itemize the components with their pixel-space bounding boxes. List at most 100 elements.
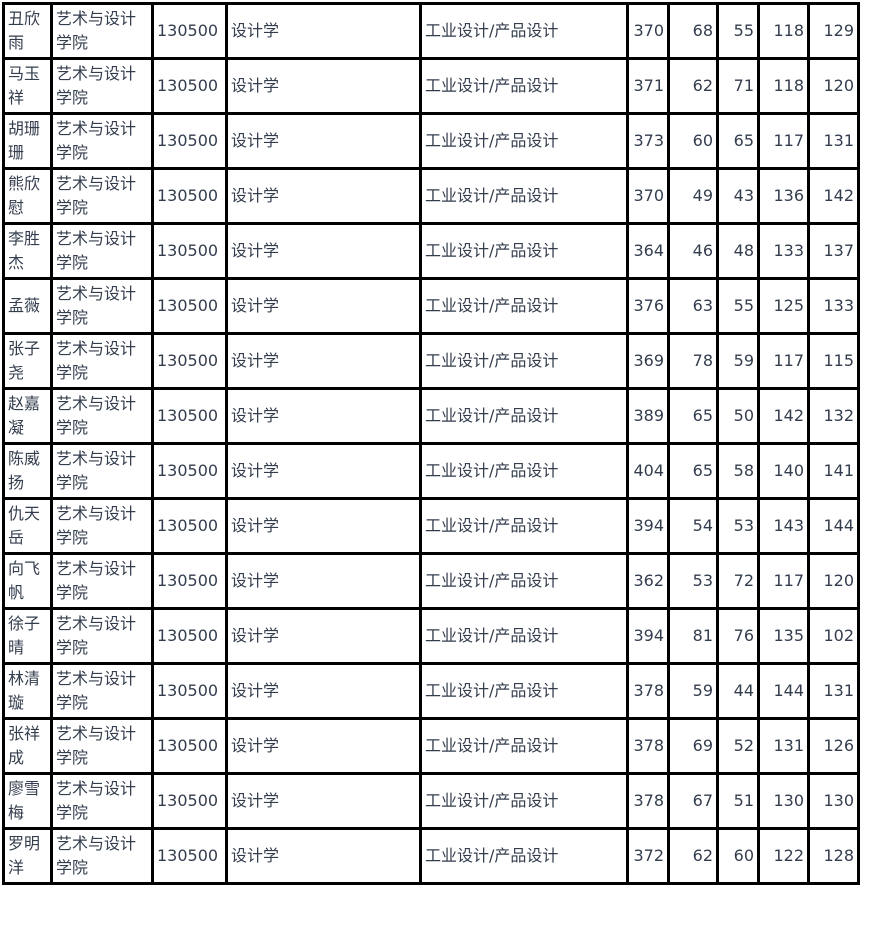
table-row: 罗明洋 艺术与设计学院 130500 设计学 工业设计/产品设计 372 62 60 122 12… [2, 827, 860, 885]
major-name-cell: 设计学 [225, 222, 422, 280]
total-score-cell: 394 [626, 607, 670, 665]
foreign-language-score-cell: 55 [716, 277, 760, 335]
total-score-cell: 369 [626, 332, 670, 390]
subject1-score-cell: 118 [757, 57, 810, 115]
foreign-language-score-cell: 71 [716, 57, 760, 115]
subject1-score-cell: 133 [757, 222, 810, 280]
research-direction-cell: 工业设计/产品设计 [419, 57, 629, 115]
major-name-cell: 设计学 [225, 552, 422, 610]
subject2-score-cell: 102 [807, 607, 860, 665]
politics-score-cell: 63 [667, 277, 719, 335]
research-direction-cell: 工业设计/产品设计 [419, 827, 629, 885]
major-code-cell: 130500 [151, 112, 228, 170]
research-direction-cell: 工业设计/产品设计 [419, 387, 629, 445]
subject1-score-cell: 143 [757, 497, 810, 555]
total-score-cell: 371 [626, 57, 670, 115]
major-name-cell: 设计学 [225, 442, 422, 500]
college-cell: 艺术与设计学院 [50, 112, 154, 170]
foreign-language-score-cell: 76 [716, 607, 760, 665]
table-row: 孟薇 艺术与设计学院 130500 设计学 工业设计/产品设计 376 63 55 125 133 [2, 277, 860, 335]
major-name-cell: 设计学 [225, 2, 422, 60]
total-score-cell: 370 [626, 167, 670, 225]
table-row: 林清璇 艺术与设计学院 130500 设计学 工业设计/产品设计 378 59 44 144 13… [2, 662, 860, 720]
student-name-cell: 林清璇 [2, 662, 53, 720]
major-code-cell: 130500 [151, 222, 228, 280]
major-name-cell: 设计学 [225, 717, 422, 775]
foreign-language-score-cell: 55 [716, 2, 760, 60]
major-code-cell: 130500 [151, 497, 228, 555]
college-cell: 艺术与设计学院 [50, 332, 154, 390]
foreign-language-score-cell: 44 [716, 662, 760, 720]
college-cell: 艺术与设计学院 [50, 2, 154, 60]
table-row: 马玉祥 艺术与设计学院 130500 设计学 工业设计/产品设计 371 62 71 118 12… [2, 57, 860, 115]
table-row: 陈威扬 艺术与设计学院 130500 设计学 工业设计/产品设计 404 65 58 140 14… [2, 442, 860, 500]
research-direction-cell: 工业设计/产品设计 [419, 112, 629, 170]
student-name-cell: 陈威扬 [2, 442, 53, 500]
total-score-cell: 389 [626, 387, 670, 445]
subject2-score-cell: 130 [807, 772, 860, 830]
college-cell: 艺术与设计学院 [50, 167, 154, 225]
politics-score-cell: 68 [667, 2, 719, 60]
foreign-language-score-cell: 50 [716, 387, 760, 445]
student-name-cell: 徐子晴 [2, 607, 53, 665]
research-direction-cell: 工业设计/产品设计 [419, 222, 629, 280]
subject2-score-cell: 126 [807, 717, 860, 775]
major-code-cell: 130500 [151, 57, 228, 115]
student-name-cell: 张祥成 [2, 717, 53, 775]
total-score-cell: 394 [626, 497, 670, 555]
college-cell: 艺术与设计学院 [50, 387, 154, 445]
major-code-cell: 130500 [151, 387, 228, 445]
table-row: 张子尧 艺术与设计学院 130500 设计学 工业设计/产品设计 369 78 59 117 11… [2, 332, 860, 390]
politics-score-cell: 54 [667, 497, 719, 555]
student-name-cell: 李胜杰 [2, 222, 53, 280]
subject2-score-cell: 131 [807, 112, 860, 170]
major-name-cell: 设计学 [225, 607, 422, 665]
major-code-cell: 130500 [151, 717, 228, 775]
subject1-score-cell: 136 [757, 167, 810, 225]
research-direction-cell: 工业设计/产品设计 [419, 772, 629, 830]
subject2-score-cell: 132 [807, 387, 860, 445]
subject2-score-cell: 142 [807, 167, 860, 225]
subject1-score-cell: 142 [757, 387, 810, 445]
college-cell: 艺术与设计学院 [50, 552, 154, 610]
foreign-language-score-cell: 43 [716, 167, 760, 225]
college-cell: 艺术与设计学院 [50, 497, 154, 555]
student-name-cell: 马玉祥 [2, 57, 53, 115]
major-code-cell: 130500 [151, 2, 228, 60]
research-direction-cell: 工业设计/产品设计 [419, 332, 629, 390]
major-name-cell: 设计学 [225, 387, 422, 445]
admission-score-table: 丑欣雨 艺术与设计学院 130500 设计学 工业设计/产品设计 370 68 55 118 12… [2, 2, 860, 885]
major-name-cell: 设计学 [225, 827, 422, 885]
subject2-score-cell: 133 [807, 277, 860, 335]
total-score-cell: 364 [626, 222, 670, 280]
politics-score-cell: 62 [667, 57, 719, 115]
total-score-cell: 378 [626, 662, 670, 720]
student-name-cell: 仇天岳 [2, 497, 53, 555]
college-cell: 艺术与设计学院 [50, 222, 154, 280]
subject1-score-cell: 135 [757, 607, 810, 665]
politics-score-cell: 65 [667, 442, 719, 500]
politics-score-cell: 46 [667, 222, 719, 280]
major-name-cell: 设计学 [225, 332, 422, 390]
major-code-cell: 130500 [151, 607, 228, 665]
table-row: 赵嘉凝 艺术与设计学院 130500 设计学 工业设计/产品设计 389 65 50 142 13… [2, 387, 860, 445]
student-name-cell: 孟薇 [2, 277, 53, 335]
subject2-score-cell: 141 [807, 442, 860, 500]
major-name-cell: 设计学 [225, 112, 422, 170]
major-code-cell: 130500 [151, 442, 228, 500]
student-name-cell: 廖雪梅 [2, 772, 53, 830]
subject1-score-cell: 131 [757, 717, 810, 775]
subject1-score-cell: 117 [757, 552, 810, 610]
table-row: 张祥成 艺术与设计学院 130500 设计学 工业设计/产品设计 378 69 52 131 12… [2, 717, 860, 775]
politics-score-cell: 78 [667, 332, 719, 390]
research-direction-cell: 工业设计/产品设计 [419, 167, 629, 225]
total-score-cell: 378 [626, 717, 670, 775]
table-row: 向飞帆 艺术与设计学院 130500 设计学 工业设计/产品设计 362 53 72 117 12… [2, 552, 860, 610]
foreign-language-score-cell: 58 [716, 442, 760, 500]
major-name-cell: 设计学 [225, 277, 422, 335]
college-cell: 艺术与设计学院 [50, 662, 154, 720]
subject2-score-cell: 120 [807, 57, 860, 115]
table-row: 李胜杰 艺术与设计学院 130500 设计学 工业设计/产品设计 364 46 48 133 13… [2, 222, 860, 280]
research-direction-cell: 工业设计/产品设计 [419, 552, 629, 610]
politics-score-cell: 49 [667, 167, 719, 225]
